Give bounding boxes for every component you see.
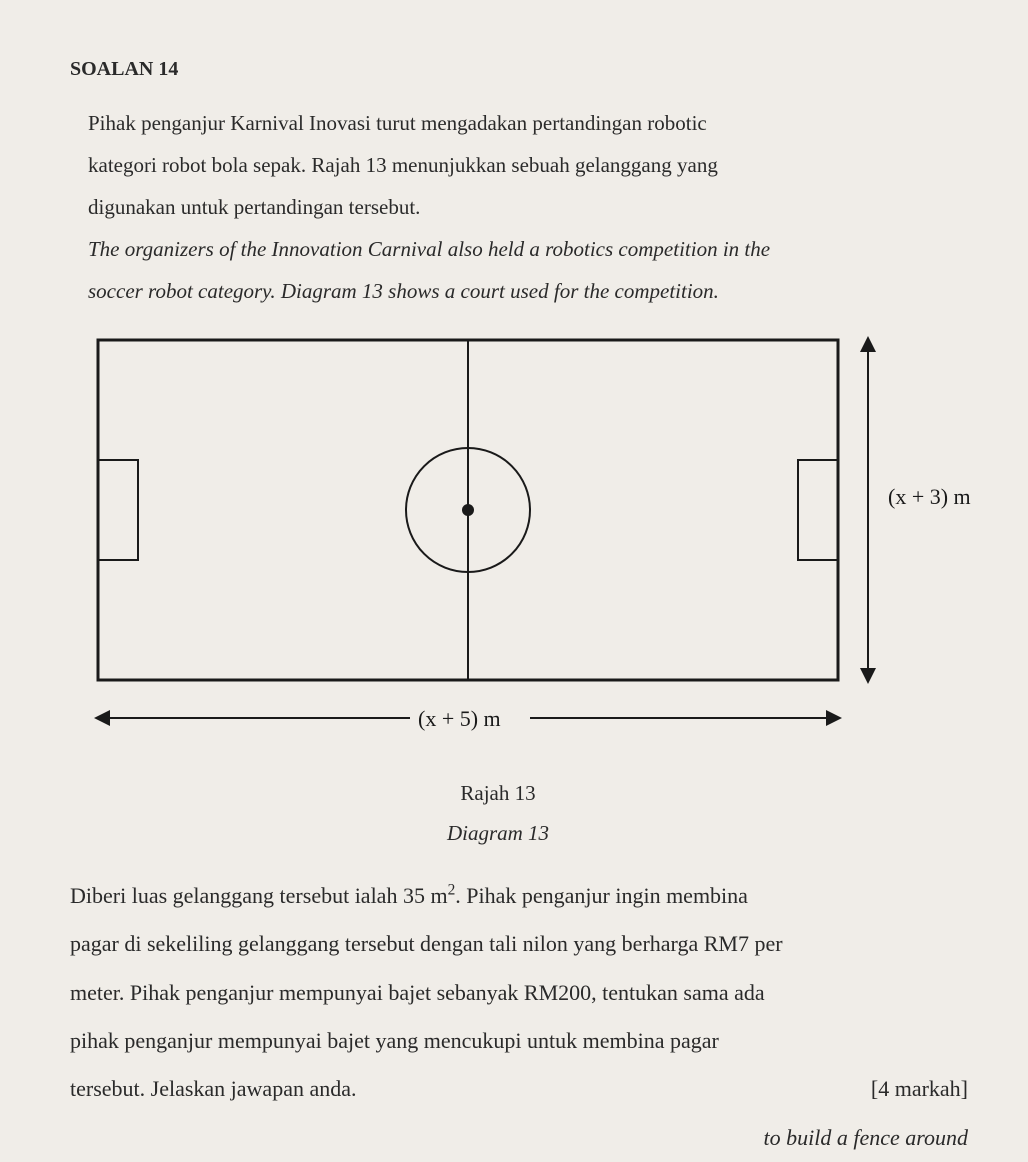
malay-line-3: digunakan untuk pertandingan tersebut. xyxy=(88,186,968,228)
after-line-2: pagar di sekeliling gelanggang tersebut … xyxy=(70,920,968,968)
soccer-field-diagram: (x + 3) m (x + 5) m xyxy=(88,330,988,770)
caption-english: Diagram 13 xyxy=(447,821,549,845)
malay-line-2: kategori robot bola sepak. Rajah 13 menu… xyxy=(88,144,968,186)
svg-text:(x + 3) m: (x + 3) m xyxy=(888,484,971,509)
malay-line-1: Pihak penganjur Karnival Inovasi turut m… xyxy=(88,102,968,144)
marks-label: [4 markah] xyxy=(871,1065,968,1113)
english-line-2: soccer robot category. Diagram 13 shows … xyxy=(88,270,968,312)
english-line-1: The organizers of the Innovation Carniva… xyxy=(88,228,968,270)
after-line-5: tersebut. Jelaskan jawapan anda. xyxy=(70,1065,968,1113)
after-line-1: Diberi luas gelanggang tersebut ialah 35… xyxy=(70,872,968,920)
cut-off-line: to build a fence around xyxy=(70,1114,968,1162)
question-after-text: Diberi luas gelanggang tersebut ialah 35… xyxy=(70,872,968,1162)
after-line-4: pihak penganjur mempunyai bajet yang men… xyxy=(70,1017,968,1065)
question-body: Pihak penganjur Karnival Inovasi turut m… xyxy=(88,102,968,312)
question-header: SOALAN 14 xyxy=(70,50,968,88)
caption-malay: Rajah 13 xyxy=(460,781,535,805)
diagram-wrapper: (x + 3) m (x + 5) m Rajah 13 Diagram 13 xyxy=(88,330,968,854)
after-line-3: meter. Pihak penganjur mempunyai bajet s… xyxy=(70,969,968,1017)
diagram-caption: Rajah 13 Diagram 13 xyxy=(28,774,968,854)
svg-text:(x + 5) m: (x + 5) m xyxy=(418,706,501,731)
